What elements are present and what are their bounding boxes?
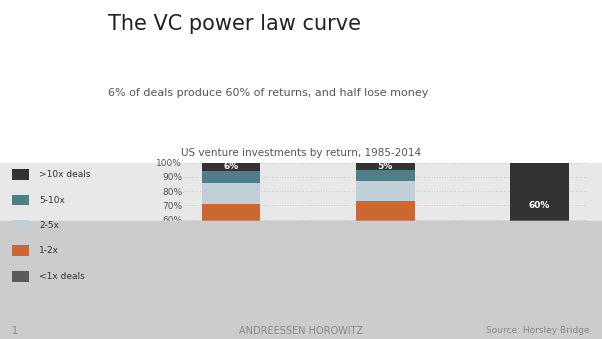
Text: The VC power law curve: The VC power law curve [108,14,361,34]
Bar [356,163,415,170]
Bar [356,170,415,181]
Bar [510,163,569,248]
Bar [356,227,415,305]
Bar [202,183,261,204]
Bar [202,231,261,305]
Bar [202,204,261,231]
Bar [202,163,261,171]
Bar [510,298,569,305]
Text: Source: Horsley Bridge: Source: Horsley Bridge [486,326,590,335]
Text: 60%: 60% [529,201,550,210]
Text: 6%: 6% [223,162,239,172]
Text: 2-5x: 2-5x [39,221,59,230]
Bar [202,171,261,183]
Text: 6% of deals produce 60% of returns, and half lose money: 6% of deals produce 60% of returns, and … [108,88,429,98]
Text: 1: 1 [12,325,18,336]
Bar [510,248,569,272]
Text: <1x deals: <1x deals [39,272,85,281]
Bar [356,201,415,227]
Text: US venture investments by return, 1985-2014: US venture investments by return, 1985-2… [181,148,421,158]
Text: 5%: 5% [377,162,393,172]
Bar [356,181,415,201]
Text: >10x deals: >10x deals [39,170,91,179]
Text: 1-2x: 1-2x [39,246,59,255]
Text: ANDREESSEN HOROWITZ: ANDREESSEN HOROWITZ [239,325,363,336]
Bar [510,291,569,298]
Bar [510,272,569,291]
Text: 5-10x: 5-10x [39,196,65,204]
